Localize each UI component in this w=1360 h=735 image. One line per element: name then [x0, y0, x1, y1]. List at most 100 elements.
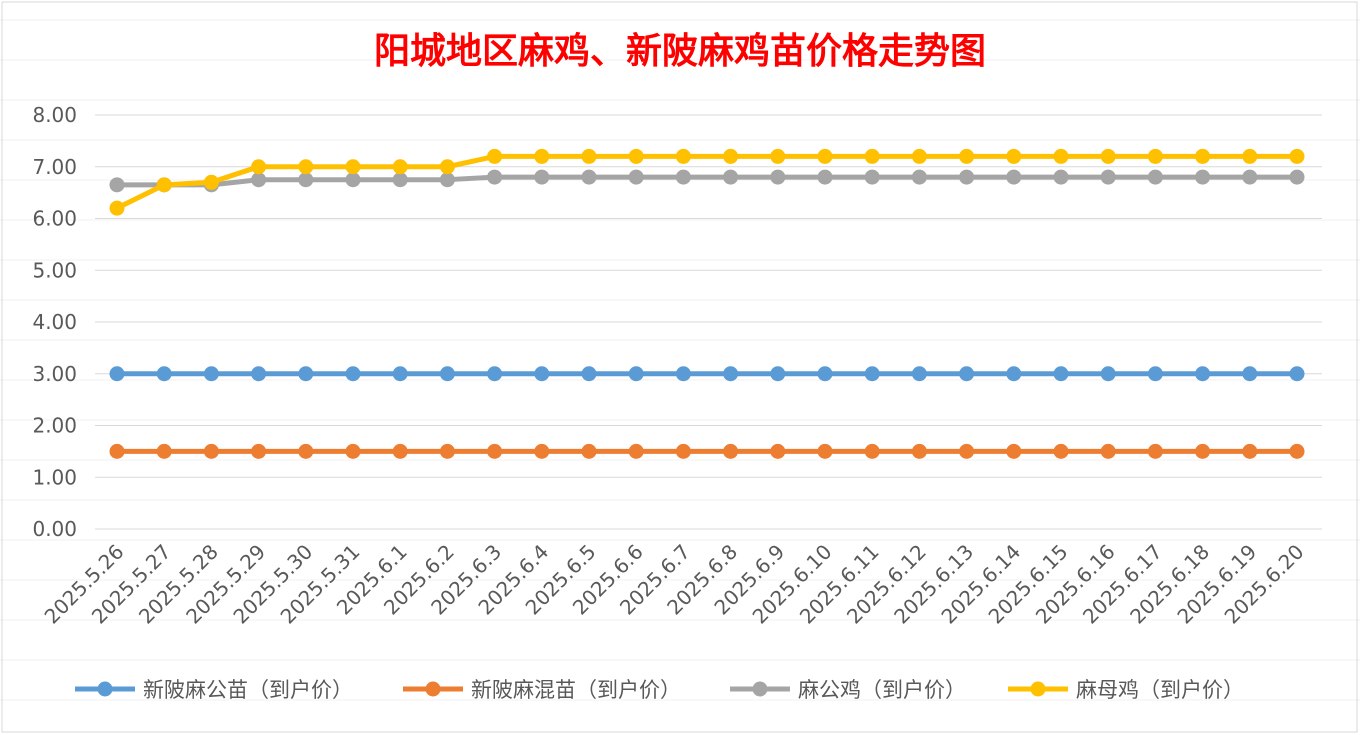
legend-swatch-marker — [97, 681, 113, 697]
data-point — [675, 169, 691, 185]
data-point — [1100, 366, 1116, 382]
data-point — [534, 443, 550, 459]
data-point — [959, 443, 975, 459]
data-point — [864, 169, 880, 185]
data-point — [251, 159, 267, 175]
data-point — [298, 172, 314, 188]
x-tick-labels: 2025.5.262025.5.272025.5.282025.5.292025… — [40, 540, 1309, 629]
data-point — [723, 148, 739, 164]
data-point — [534, 169, 550, 185]
data-point — [203, 174, 219, 190]
data-point — [723, 443, 739, 459]
data-point — [770, 443, 786, 459]
series-line — [115, 153, 1297, 211]
data-point — [628, 366, 644, 382]
y-tick-label: 3.00 — [32, 362, 77, 386]
series-line — [117, 174, 1297, 188]
series-2 — [109, 443, 1305, 459]
data-point — [487, 443, 503, 459]
legend-item: 新陂麻公苗（到户价） — [75, 678, 353, 702]
data-point — [1100, 148, 1116, 164]
data-point — [1147, 169, 1163, 185]
data-point — [675, 366, 691, 382]
series-group — [109, 148, 1305, 459]
data-point — [392, 172, 408, 188]
data-point — [439, 159, 455, 175]
data-point — [911, 443, 927, 459]
y-tick-label: 7.00 — [32, 155, 77, 179]
data-point — [345, 159, 361, 175]
legend-item: 麻公鸡（到户价） — [730, 678, 966, 702]
series-3 — [109, 169, 1305, 193]
data-point — [1053, 443, 1069, 459]
data-point — [487, 148, 503, 164]
data-point — [1053, 148, 1069, 164]
data-point — [1289, 148, 1305, 164]
data-point — [251, 366, 267, 382]
data-point — [345, 366, 361, 382]
data-point — [1100, 443, 1116, 459]
series-4 — [109, 148, 1305, 216]
data-point — [628, 148, 644, 164]
data-point — [770, 148, 786, 164]
data-point — [392, 443, 408, 459]
data-point — [1195, 443, 1211, 459]
legend-label: 麻公鸡（到户价） — [798, 678, 966, 702]
data-point — [723, 169, 739, 185]
data-point — [817, 169, 833, 185]
data-point — [959, 148, 975, 164]
data-point — [1100, 169, 1116, 185]
chart-title: 阳城地区麻鸡、新陂麻鸡苗价格走势图 — [374, 30, 986, 72]
y-tick-label: 8.00 — [32, 103, 77, 127]
legend-item: 新陂麻混苗（到户价） — [403, 678, 681, 702]
data-point — [439, 366, 455, 382]
data-point — [439, 172, 455, 188]
data-point — [1006, 148, 1022, 164]
data-point — [817, 366, 833, 382]
data-point — [1242, 169, 1258, 185]
data-point — [345, 172, 361, 188]
data-point — [817, 443, 833, 459]
data-point — [959, 366, 975, 382]
y-tick-label: 6.00 — [32, 207, 77, 231]
data-point — [1006, 366, 1022, 382]
data-point — [628, 443, 644, 459]
data-point — [723, 366, 739, 382]
data-point — [1147, 366, 1163, 382]
y-tick-labels: 0.00 1.00 2.00 3.00 4.00 5.00 6.00 7.00 8.00 — [32, 103, 77, 541]
y-tick-label: 1.00 — [32, 465, 77, 489]
data-point — [1289, 443, 1305, 459]
legend-swatch-marker — [752, 681, 768, 697]
data-point — [251, 443, 267, 459]
data-point — [534, 366, 550, 382]
data-point — [1006, 443, 1022, 459]
data-point — [1147, 443, 1163, 459]
data-point — [487, 169, 503, 185]
data-point — [1006, 169, 1022, 185]
data-point — [251, 172, 267, 188]
data-point — [109, 443, 125, 459]
y-tick-label: 0.00 — [32, 517, 77, 541]
data-point — [1195, 366, 1211, 382]
data-point — [109, 366, 125, 382]
data-point — [770, 169, 786, 185]
y-tick-label: 2.00 — [32, 414, 77, 438]
data-point — [581, 169, 597, 185]
data-point — [203, 366, 219, 382]
data-point — [156, 177, 172, 193]
data-point — [298, 366, 314, 382]
data-point — [1242, 443, 1258, 459]
data-point — [156, 443, 172, 459]
data-point — [911, 148, 927, 164]
data-point — [392, 366, 408, 382]
data-point — [770, 366, 786, 382]
data-point — [817, 148, 833, 164]
legend-item: 麻母鸡（到户价） — [1008, 678, 1244, 702]
data-point — [581, 148, 597, 164]
data-point — [109, 177, 125, 193]
data-point — [675, 443, 691, 459]
data-point — [864, 443, 880, 459]
data-point — [959, 169, 975, 185]
